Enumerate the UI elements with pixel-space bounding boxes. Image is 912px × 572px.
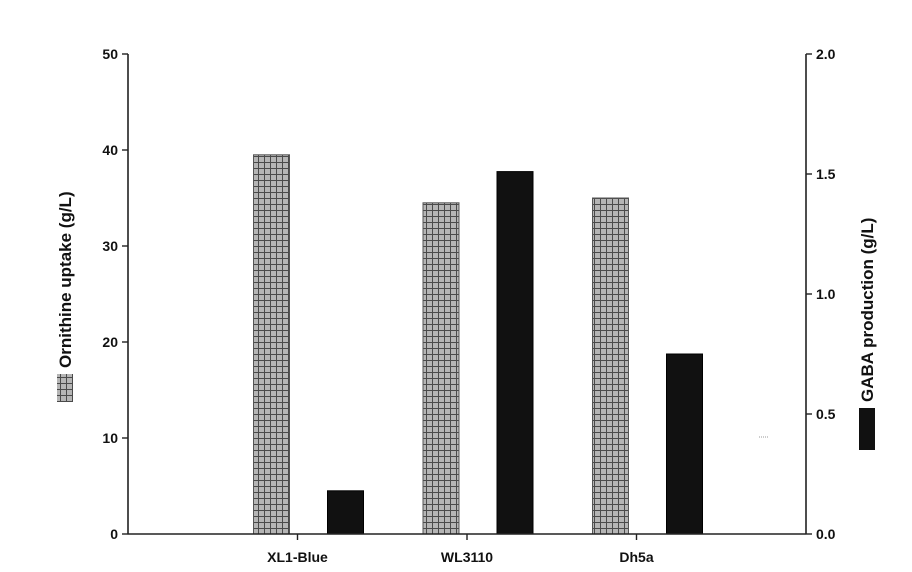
category-label: Dh5a (619, 549, 653, 565)
right-tick-label: 1.0 (816, 286, 836, 302)
left-tick-label: 40 (102, 142, 118, 158)
gaba-bar-dh5a (667, 354, 703, 534)
x-axis-ticks: XL1-Blue WL3110 Dh5a (267, 534, 654, 565)
right-tick-label: 0.0 (816, 526, 836, 542)
right-tick-label: 1.5 (816, 166, 836, 182)
right-legend-swatch (859, 408, 875, 450)
left-axis-title: Ornithine uptake (g/L) (56, 191, 75, 368)
left-tick-label: 30 (102, 238, 118, 254)
left-legend-swatch (57, 374, 73, 402)
plot-area (128, 54, 806, 534)
left-axis-title-group: Ornithine uptake (g/L) (56, 191, 75, 402)
right-tick-label: 0.5 (816, 406, 836, 422)
category-label: WL3110 (441, 549, 493, 565)
category-label: XL1-Blue (267, 549, 328, 565)
ornithine-bar-xl1-blue (254, 155, 290, 534)
right-tick-label: 2.0 (816, 46, 836, 62)
ornithine-bar-dh5a (593, 198, 629, 534)
gaba-bar-wl3110 (497, 172, 533, 534)
left-tick-label: 20 (102, 334, 118, 350)
left-tick-label: 0 (110, 526, 118, 542)
right-axis-title-group: GABA production (g/L) (858, 218, 877, 450)
left-tick-label: 10 (102, 430, 118, 446)
right-axis-title: GABA production (g/L) (858, 218, 877, 402)
right-axis-ticks: 0.0 0.5 1.0 1.5 2.0 (806, 46, 836, 542)
ornithine-bar-wl3110 (423, 203, 459, 534)
left-axis-ticks: 0 10 20 30 40 50 (102, 46, 128, 542)
left-tick-label: 50 (102, 46, 118, 62)
gaba-bar-xl1-blue (328, 491, 364, 534)
